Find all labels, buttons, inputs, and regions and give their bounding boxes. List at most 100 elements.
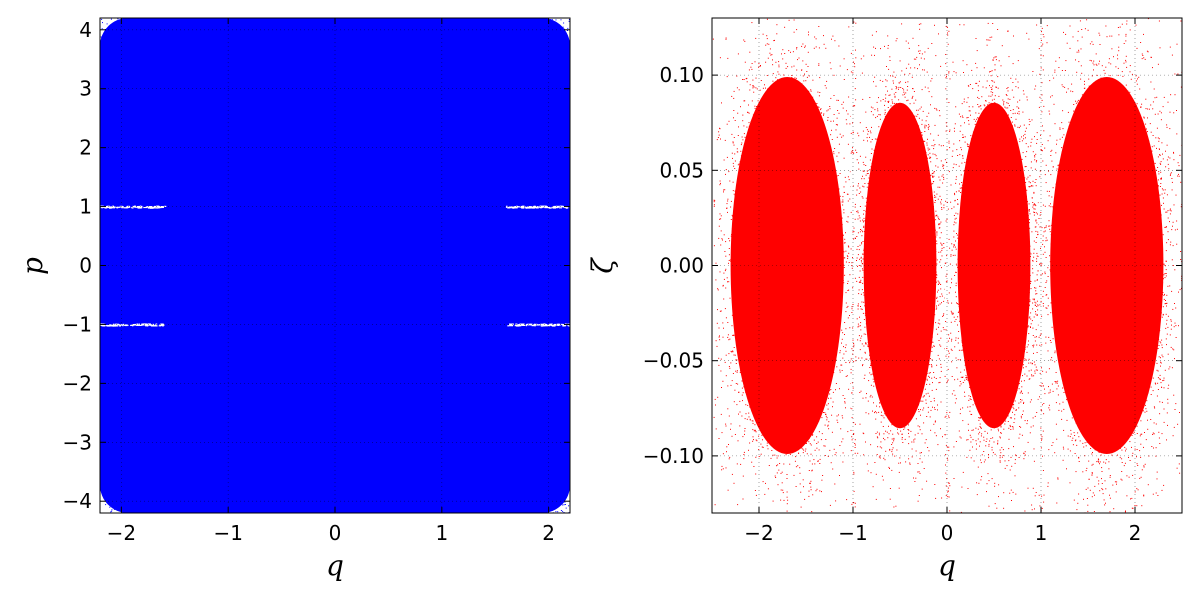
right-scatter-point bbox=[863, 139, 865, 141]
right-scatter-point bbox=[764, 84, 765, 86]
right-scatter-point bbox=[912, 37, 914, 39]
left-scatter-point bbox=[130, 53, 132, 55]
right-scatter-point bbox=[841, 136, 843, 138]
right-scatter-point bbox=[1029, 378, 1031, 380]
left-gap-point bbox=[107, 325, 110, 327]
right-scatter-point bbox=[800, 93, 801, 95]
right-scatter-point bbox=[808, 437, 810, 439]
right-scatter-point bbox=[1013, 391, 1014, 393]
left-scatter-point bbox=[545, 59, 547, 61]
right-scatter-point bbox=[955, 296, 957, 298]
left-gap-point bbox=[147, 323, 151, 325]
left-scatter-point bbox=[554, 55, 556, 57]
right-scatter-point bbox=[908, 63, 910, 65]
right-scatter-point bbox=[728, 120, 730, 122]
left-scatter-point bbox=[122, 497, 124, 499]
right-scatter-point bbox=[928, 112, 930, 114]
left-scatter-point bbox=[132, 500, 134, 502]
left-y-tick-label: 1 bbox=[79, 195, 92, 219]
right-scatter-point bbox=[869, 169, 871, 171]
right-scatter-point bbox=[994, 503, 996, 505]
left-gap-point bbox=[100, 207, 103, 209]
left-scatter-point bbox=[546, 479, 548, 481]
right-scatter-point bbox=[1036, 300, 1038, 302]
right-scatter-point bbox=[953, 478, 955, 479]
right-scatter-point bbox=[1012, 404, 1014, 406]
left-gap-point bbox=[512, 207, 515, 209]
left-gap-point bbox=[155, 324, 157, 326]
left-scatter-point bbox=[117, 69, 119, 71]
left-scatter-point bbox=[146, 20, 148, 22]
right-scatter-point bbox=[748, 122, 750, 124]
left-scatter-point bbox=[524, 71, 525, 73]
right-scatter-point bbox=[734, 160, 736, 162]
right-scatter-point bbox=[858, 135, 860, 137]
right-scatter-point bbox=[863, 164, 865, 166]
left-scatter-point bbox=[521, 51, 523, 53]
right-scatter-point bbox=[750, 121, 752, 123]
right-scatter-point bbox=[958, 243, 960, 245]
right-scatter-point bbox=[969, 410, 971, 412]
right-scatter-point bbox=[918, 495, 920, 496]
right-scatter-point bbox=[895, 92, 897, 93]
left-gap-point bbox=[563, 324, 566, 326]
left-scatter-point bbox=[549, 477, 551, 479]
left-scatter-point bbox=[564, 57, 566, 59]
right-scatter-point bbox=[751, 409, 753, 411]
right-scatter-point bbox=[859, 122, 861, 124]
right-scatter-point bbox=[934, 124, 936, 126]
right-scatter-point bbox=[824, 412, 826, 414]
right-scatter-point bbox=[959, 316, 961, 318]
right-scatter-point bbox=[858, 249, 860, 251]
left-gap-point bbox=[102, 206, 105, 208]
right-scatter-point bbox=[1007, 30, 1009, 32]
left-scatter-point bbox=[550, 23, 552, 25]
right-scatter-point bbox=[839, 195, 841, 197]
right-scatter-point bbox=[880, 100, 882, 102]
right-scatter-point bbox=[871, 148, 873, 150]
right-scatter-point bbox=[934, 194, 936, 196]
right-scatter-point bbox=[1024, 349, 1026, 351]
right-scatter-point bbox=[1073, 499, 1075, 501]
right-scatter-point bbox=[866, 216, 868, 218]
right-scatter-point bbox=[754, 61, 756, 63]
right-scatter-point bbox=[1179, 412, 1180, 413]
left-scatter-point bbox=[535, 496, 537, 498]
right-scatter-point bbox=[932, 176, 933, 178]
right-scatter-point bbox=[906, 89, 908, 91]
right-scatter-point bbox=[1037, 324, 1039, 326]
right-scatter-point bbox=[972, 138, 974, 140]
right-scatter-point bbox=[864, 351, 866, 353]
right-scatter-point bbox=[927, 127, 929, 129]
right-scatter-point bbox=[940, 363, 942, 365]
right-scatter-point bbox=[918, 411, 920, 413]
left-scatter-point bbox=[129, 494, 131, 495]
right-scatter-point bbox=[717, 396, 719, 398]
right-scatter-point bbox=[931, 78, 933, 80]
right-scatter-point bbox=[755, 87, 757, 89]
right-scatter-point bbox=[938, 326, 939, 328]
right-scatter-point bbox=[920, 23, 922, 25]
right-scatter-point bbox=[904, 427, 906, 429]
right-scatter-point bbox=[753, 412, 754, 414]
left-scatter-point bbox=[127, 48, 129, 50]
left-scatter-point bbox=[544, 29, 546, 30]
right-scatter-point bbox=[1049, 409, 1051, 411]
left-scatter-point bbox=[151, 498, 153, 500]
left-scatter-point bbox=[152, 508, 154, 510]
right-scatter-point bbox=[1035, 302, 1037, 304]
right-scatter-point bbox=[818, 63, 820, 65]
right-scatter-point bbox=[740, 144, 742, 146]
right-scatter-point bbox=[915, 125, 917, 127]
left-scatter-point bbox=[547, 487, 549, 489]
left-gap-point bbox=[154, 325, 158, 327]
right-scatter-point bbox=[867, 130, 869, 132]
right-scatter-point bbox=[935, 55, 937, 57]
right-scatter-point bbox=[1070, 433, 1072, 435]
right-scatter-point bbox=[1152, 432, 1154, 434]
right-scatter-point bbox=[967, 162, 968, 164]
right-scatter-point bbox=[723, 234, 725, 236]
left-scatter-point bbox=[120, 460, 122, 462]
right-scatter-point bbox=[836, 347, 838, 349]
right-scatter-point bbox=[895, 88, 897, 90]
